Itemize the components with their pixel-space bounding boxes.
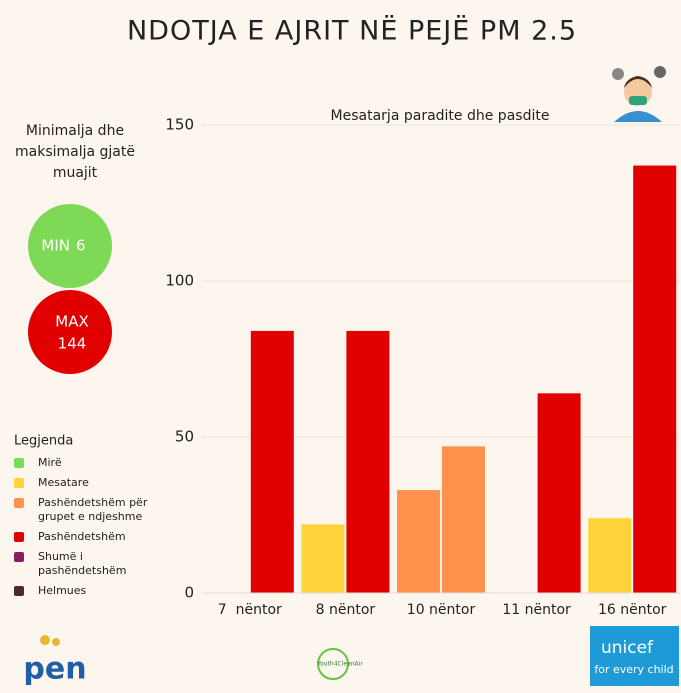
logos: pen Youth4CleanAir unicef for every chil…: [23, 626, 679, 687]
legend-swatch: [14, 552, 24, 562]
legend-label: Mesatare: [38, 476, 89, 489]
bar: [538, 393, 581, 593]
legend-label: Helmues: [38, 584, 87, 597]
max-label: MAX: [55, 313, 88, 331]
bar: [633, 166, 676, 593]
chart-title: NDOTJA E AJRIT NË PEJË PM 2.5: [127, 15, 577, 47]
y-tick-label: 150: [165, 116, 194, 134]
x-tick-label: 7 nëntor: [218, 602, 282, 618]
legend-title: Legjenda: [14, 434, 73, 449]
legend-swatch: [14, 498, 24, 508]
mask-icon: [612, 66, 666, 122]
legend-swatch: [14, 478, 24, 488]
y-tick-label: 100: [165, 272, 194, 290]
x-tick-label: 16 nëntor: [598, 602, 667, 618]
x-tick-label: 8 nëntor: [316, 602, 376, 618]
min-label: MIN: [41, 237, 70, 255]
x-tick-label: 10 nëntor: [407, 602, 476, 618]
x-tick-label: 11 nëntor: [502, 602, 571, 618]
legend-label: Mirë: [38, 456, 62, 469]
legend-label: Pashëndetshëm: [38, 530, 126, 543]
logo-youth: Youth4CleanAir: [316, 661, 363, 668]
y-tick-label: 0: [184, 584, 194, 602]
legend-swatch: [14, 458, 24, 468]
bar: [251, 331, 294, 593]
logo-unicef-tagline: for every child: [594, 663, 673, 676]
min-value: 6: [76, 237, 86, 255]
chart-subtitle: Mesatarja paradite dhe pasdite: [331, 108, 550, 124]
bar: [588, 518, 631, 593]
infographic: NDOTJA E AJRIT NË PEJË PM 2.5 Mesatarja …: [0, 0, 681, 693]
max-circle: [28, 290, 112, 374]
bar: [346, 331, 389, 593]
logo-pen: pen: [23, 652, 86, 687]
legend-swatch: [14, 586, 24, 596]
y-tick-label: 50: [175, 428, 194, 446]
legend-swatch: [14, 532, 24, 542]
bar: [442, 446, 485, 593]
bar: [301, 524, 344, 593]
bar: [397, 490, 440, 593]
max-value: 144: [58, 335, 87, 353]
logo-unicef: unicef: [601, 638, 654, 658]
